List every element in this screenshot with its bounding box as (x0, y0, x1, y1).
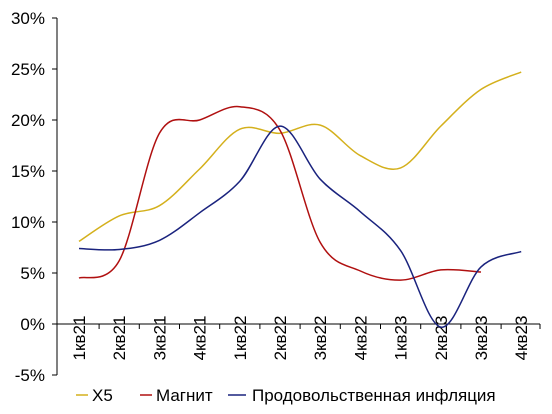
series-line-food-inflation (78, 125, 522, 328)
x-tick-label: 2кв23 (432, 316, 451, 361)
series-line-x5 (78, 71, 522, 243)
y-tick-label: 10% (11, 213, 45, 232)
series-line-magnit (78, 105, 482, 281)
x-ticks: 1кв21 2кв21 3кв21 4кв21 1кв22 2кв22 3кв22 4кв22… (56, 316, 541, 361)
y-tick-label: 20% (11, 111, 45, 130)
legend-label-food-inflation: Продовольственная инфляция (252, 386, 496, 405)
x-tick-label: 4кв21 (191, 316, 210, 361)
y-tick-label: 25% (11, 60, 45, 79)
x-tick-label: 1кв21 (70, 316, 89, 361)
y-tick-label: 30% (11, 9, 45, 28)
y-tick-label: -5% (15, 366, 45, 385)
x-tick-label: 2кв22 (271, 316, 290, 361)
x-tick-label: 2кв21 (110, 316, 129, 361)
x-tick-label: 3кв23 (472, 316, 491, 361)
x-tick-label: 3кв21 (150, 316, 169, 361)
x-tick-label: 4кв23 (512, 316, 531, 361)
legend: X5 Магнит Продовольственная инфляция (76, 386, 496, 405)
legend-label-magnit: Магнит (156, 386, 213, 405)
y-tick-label: 0% (20, 315, 45, 334)
legend-label-x5: X5 (92, 386, 113, 405)
x-tick-label: 1кв22 (231, 316, 250, 361)
y-ticks: 30% 25% 20% 15% 10% 5% 0% -5% (11, 9, 57, 385)
x-tick-label: 3кв22 (311, 316, 330, 361)
y-tick-label: 5% (20, 264, 45, 283)
series-lines (78, 71, 522, 328)
x-tick-label: 4кв22 (351, 316, 370, 361)
x-tick-label: 1кв23 (392, 316, 411, 361)
y-tick-label: 15% (11, 162, 45, 181)
axes (56, 18, 540, 375)
